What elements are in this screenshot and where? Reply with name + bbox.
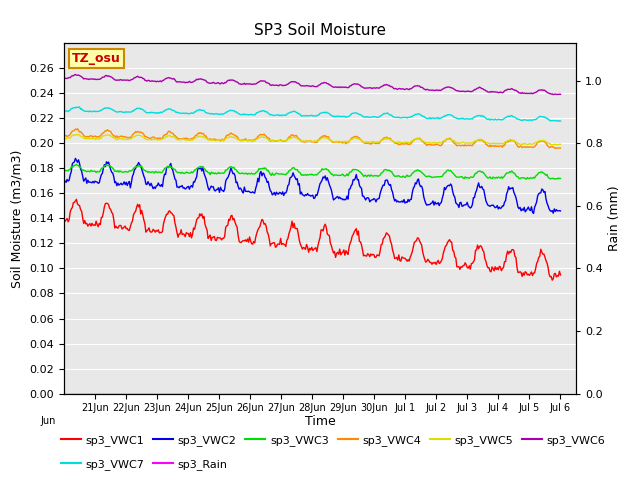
Y-axis label: Soil Moisture (m3/m3): Soil Moisture (m3/m3) [11, 149, 24, 288]
Y-axis label: Rain (mm): Rain (mm) [609, 186, 621, 251]
X-axis label: Time: Time [305, 415, 335, 428]
Text: TZ_osu: TZ_osu [72, 52, 120, 65]
Title: SP3 Soil Moisture: SP3 Soil Moisture [254, 23, 386, 38]
Legend: sp3_VWC7, sp3_Rain: sp3_VWC7, sp3_Rain [57, 455, 232, 474]
Legend: sp3_VWC1, sp3_VWC2, sp3_VWC3, sp3_VWC4, sp3_VWC5, sp3_VWC6: sp3_VWC1, sp3_VWC2, sp3_VWC3, sp3_VWC4, … [57, 431, 609, 450]
Text: Jun: Jun [41, 416, 56, 426]
